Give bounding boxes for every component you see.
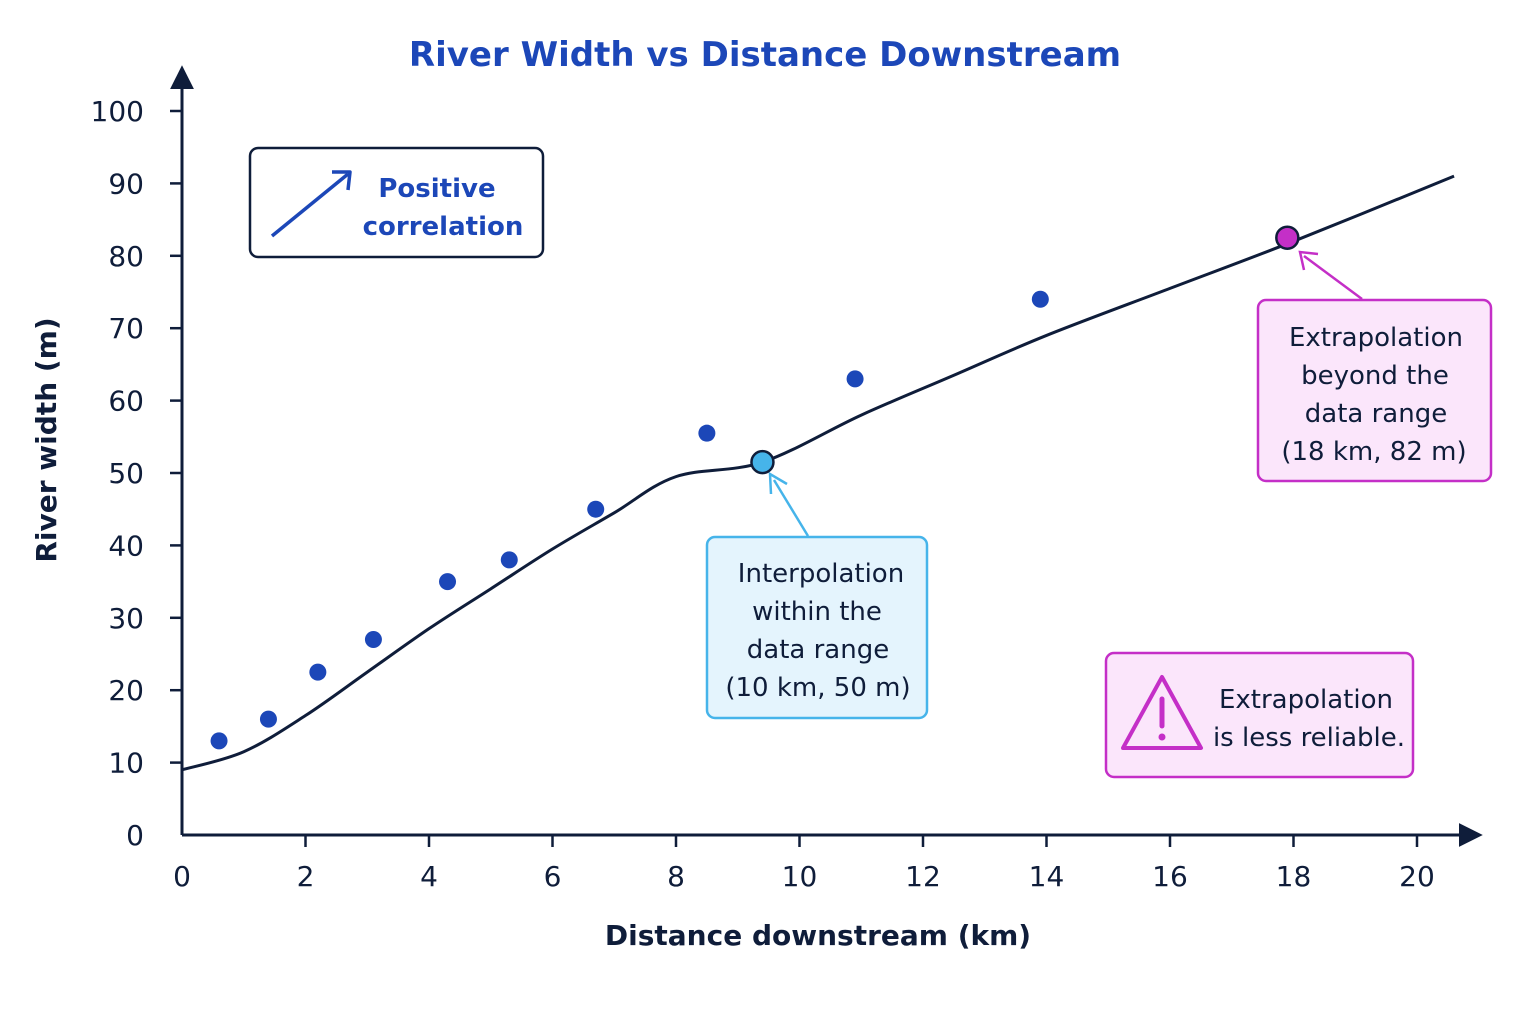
y-tick-label: 60 xyxy=(108,385,144,418)
data-point xyxy=(587,500,605,518)
x-axis-label: Distance downstream (km) xyxy=(605,919,1031,952)
data-points xyxy=(210,290,1049,750)
extrapolation-connector xyxy=(1303,254,1363,301)
extrapolation-callout: Extrapolation beyond the data range (18 … xyxy=(1256,250,1493,483)
x-tick-label: 2 xyxy=(297,860,315,893)
x-tick-label: 12 xyxy=(905,860,941,893)
interpolation-arrow-icon xyxy=(768,471,788,495)
data-point xyxy=(439,573,457,591)
chart-title: River Width vs Distance Downstream xyxy=(409,35,1121,75)
warning-line-2: is less reliable. xyxy=(1213,723,1405,753)
positive-correlation-box: Positive correlation xyxy=(248,146,545,259)
positive-label-line-2: correlation xyxy=(363,212,524,242)
x-tick-label: 10 xyxy=(782,860,818,893)
warning-line-1: Extrapolation xyxy=(1219,685,1393,715)
x-tick-label: 18 xyxy=(1276,860,1312,893)
warning-box: Extrapolation is less reliable. xyxy=(1104,651,1415,779)
interpolation-connector xyxy=(772,479,810,537)
interpolation-line-1: Interpolation xyxy=(738,559,904,589)
interpolation-line-2: within the xyxy=(752,597,882,627)
x-tick-label: 0 xyxy=(173,860,191,893)
extrapolation-line-4: (18 km, 82 m) xyxy=(1281,437,1466,467)
y-tick-label: 80 xyxy=(108,240,144,273)
data-point xyxy=(698,424,716,442)
y-tick-label: 70 xyxy=(108,312,144,345)
y-tick-label: 40 xyxy=(108,529,144,562)
interpolation-point xyxy=(750,449,775,475)
y-tick-label: 0 xyxy=(126,819,144,852)
positive-label-line-1: Positive xyxy=(378,174,495,204)
y-tick-label: 20 xyxy=(108,674,144,707)
interpolation-line-3: data range xyxy=(747,635,889,665)
y-axis-label: River width (m) xyxy=(30,317,63,562)
trend-arrow-icon xyxy=(270,172,350,238)
extrapolation-point xyxy=(1275,225,1300,250)
data-point xyxy=(1031,290,1049,308)
y-tick-label: 100 xyxy=(91,95,144,128)
y-tick-label: 30 xyxy=(108,602,144,635)
data-point xyxy=(259,710,277,728)
data-point xyxy=(364,631,382,649)
x-tick-label: 14 xyxy=(1029,860,1065,893)
y-tick-label: 50 xyxy=(108,457,144,490)
data-point xyxy=(846,370,864,388)
extrapolation-arrow-icon xyxy=(1298,250,1319,271)
trend-arrow-head-icon xyxy=(332,170,352,191)
x-tick-label: 16 xyxy=(1152,860,1188,893)
warning-icon xyxy=(1121,675,1203,750)
x-tick-label: 8 xyxy=(667,860,685,893)
interpolation-callout: Interpolation within the data range (10 … xyxy=(705,471,929,720)
x-tick-label: 20 xyxy=(1399,860,1435,893)
interpolation-line-4: (10 km, 50 m) xyxy=(725,673,910,703)
data-point xyxy=(210,732,228,750)
y-tick-label: 10 xyxy=(108,747,144,780)
trend-line xyxy=(181,174,1455,772)
data-point xyxy=(500,551,518,569)
y-axis-ticks: 0 10 20 30 40 50 60 70 80 90 100 xyxy=(91,95,182,852)
x-tick-label: 4 xyxy=(420,860,438,893)
y-tick-label: 90 xyxy=(108,167,144,200)
x-tick-label: 6 xyxy=(544,860,562,893)
extrapolation-line-2: beyond the xyxy=(1301,361,1449,391)
extrapolation-line-3: data range xyxy=(1305,399,1447,429)
extrapolation-line-1: Extrapolation xyxy=(1289,323,1463,353)
data-point xyxy=(309,663,327,681)
x-axis-ticks: 0 2 4 6 8 10 12 14 16 18 20 xyxy=(173,835,1435,893)
